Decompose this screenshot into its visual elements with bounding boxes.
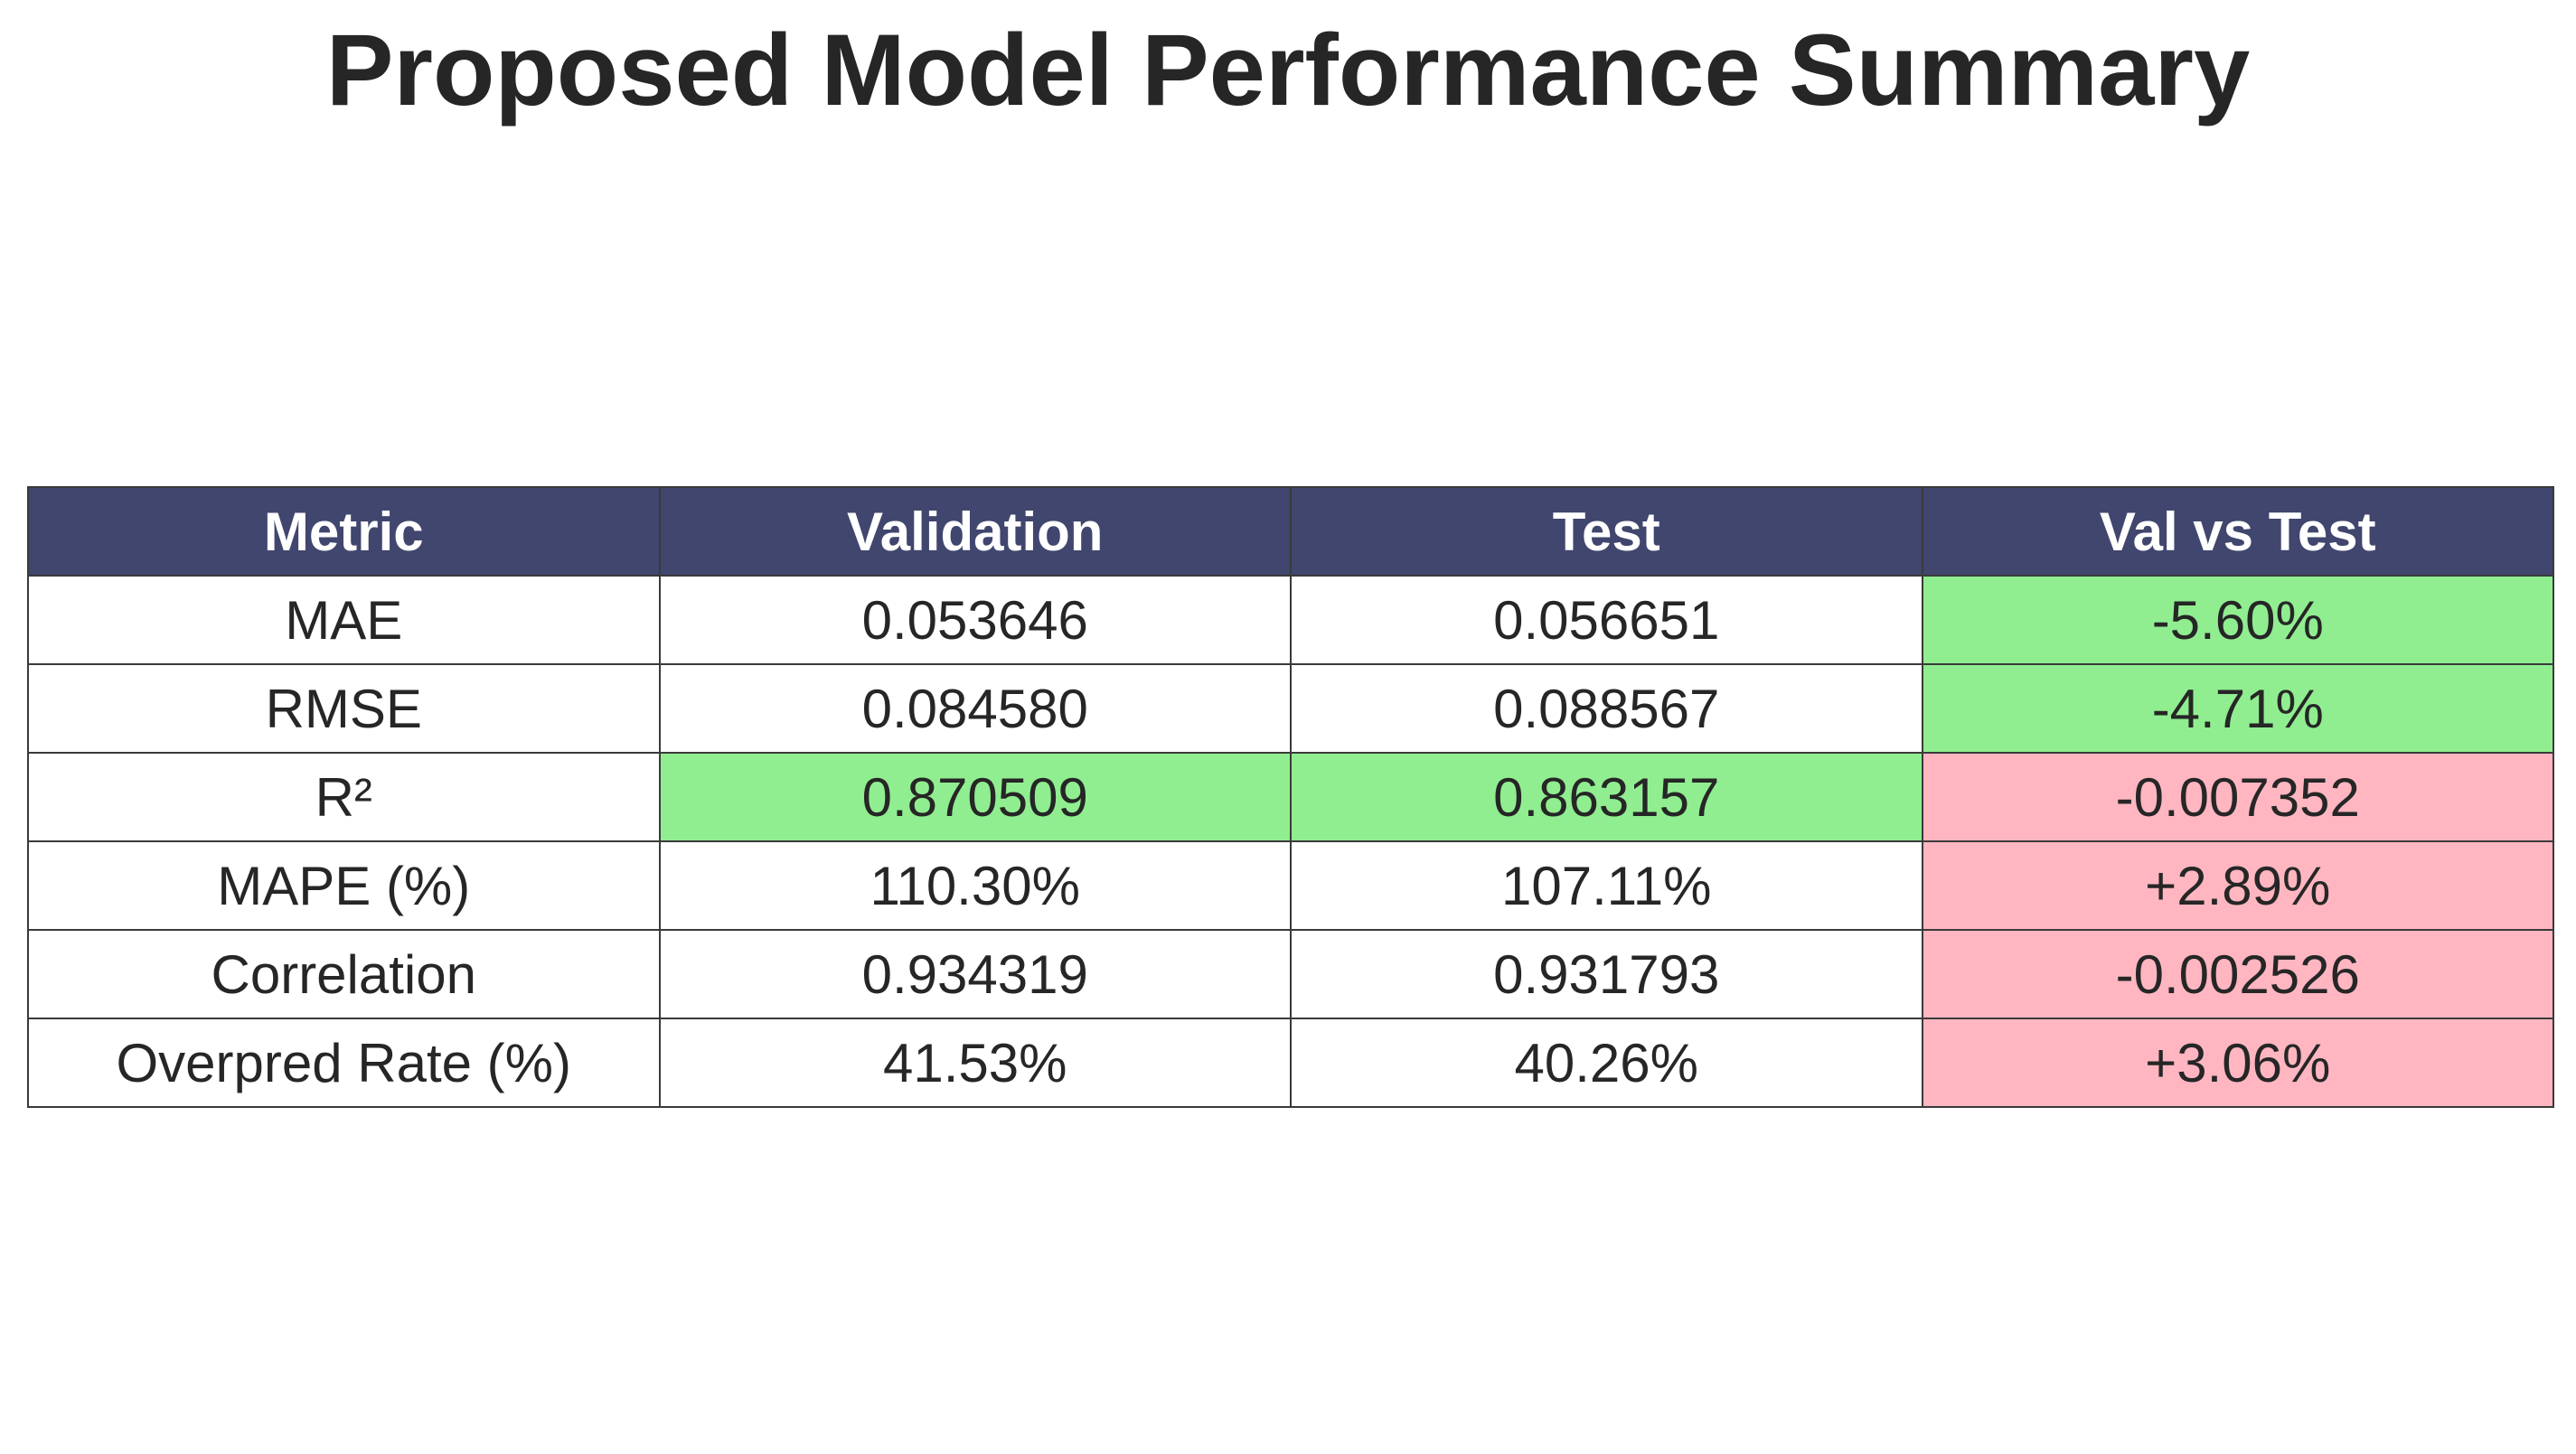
table-body: MAE 0.053646 0.056651 -5.60% RMSE 0.084580 0.0… <box>27 575 2554 1108</box>
cell-correlation-validation: 0.934319 <box>658 929 1292 1019</box>
cell-mae-test: 0.056651 <box>1290 575 1923 665</box>
column-header-test: Test <box>1290 486 1923 577</box>
cell-correlation-val-vs-test: -0.002526 <box>1921 929 2554 1019</box>
table-row-r: R² 0.870509 0.863157 -0.007352 <box>27 752 2554 842</box>
table-header-row: Metric Validation Test Val vs Test <box>27 486 2554 577</box>
table-row-rmse: RMSE 0.084580 0.088567 -4.71% <box>27 663 2554 754</box>
column-header-metric: Metric <box>27 486 661 577</box>
cell-overpred-rate-test: 40.26% <box>1290 1018 1923 1108</box>
cell-rmse-validation: 0.084580 <box>658 663 1292 754</box>
cell-mae-metric: MAE <box>27 575 661 665</box>
cell-overpred-rate-metric: Overpred Rate (%) <box>27 1018 661 1108</box>
column-header-validation: Validation <box>658 486 1292 577</box>
cell-r-validation: 0.870509 <box>658 752 1292 842</box>
cell-mape-test: 107.11% <box>1290 840 1923 931</box>
cell-mae-val-vs-test: -5.60% <box>1921 575 2554 665</box>
table-row-correlation: Correlation 0.934319 0.931793 -0.002526 <box>27 929 2554 1019</box>
cell-rmse-test: 0.088567 <box>1290 663 1923 754</box>
cell-overpred-rate-validation: 41.53% <box>658 1018 1292 1108</box>
cell-r-metric: R² <box>27 752 661 842</box>
cell-rmse-metric: RMSE <box>27 663 661 754</box>
table-row-mape: MAPE (%) 110.30% 107.11% +2.89% <box>27 840 2554 931</box>
cell-mape-val-vs-test: +2.89% <box>1921 840 2554 931</box>
cell-mae-validation: 0.053646 <box>658 575 1292 665</box>
column-header-val-vs-test: Val vs Test <box>1921 486 2554 577</box>
chart-title: Proposed Model Performance Summary <box>325 14 2251 127</box>
cell-rmse-val-vs-test: -4.71% <box>1921 663 2554 754</box>
cell-r-test: 0.863157 <box>1290 752 1923 842</box>
cell-correlation-metric: Correlation <box>27 929 661 1019</box>
cell-overpred-rate-val-vs-test: +3.06% <box>1921 1018 2554 1108</box>
cell-r-val-vs-test: -0.007352 <box>1921 752 2554 842</box>
cell-mape-metric: MAPE (%) <box>27 840 661 931</box>
table-row-mae: MAE 0.053646 0.056651 -5.60% <box>27 575 2554 665</box>
table-row-overpred-rate: Overpred Rate (%) 41.53% 40.26% +3.06% <box>27 1018 2554 1108</box>
cell-mape-validation: 110.30% <box>658 840 1292 931</box>
cell-correlation-test: 0.931793 <box>1290 929 1923 1019</box>
performance-table: Metric Validation Test Val vs Test MAE 0.053… <box>27 486 2554 1108</box>
